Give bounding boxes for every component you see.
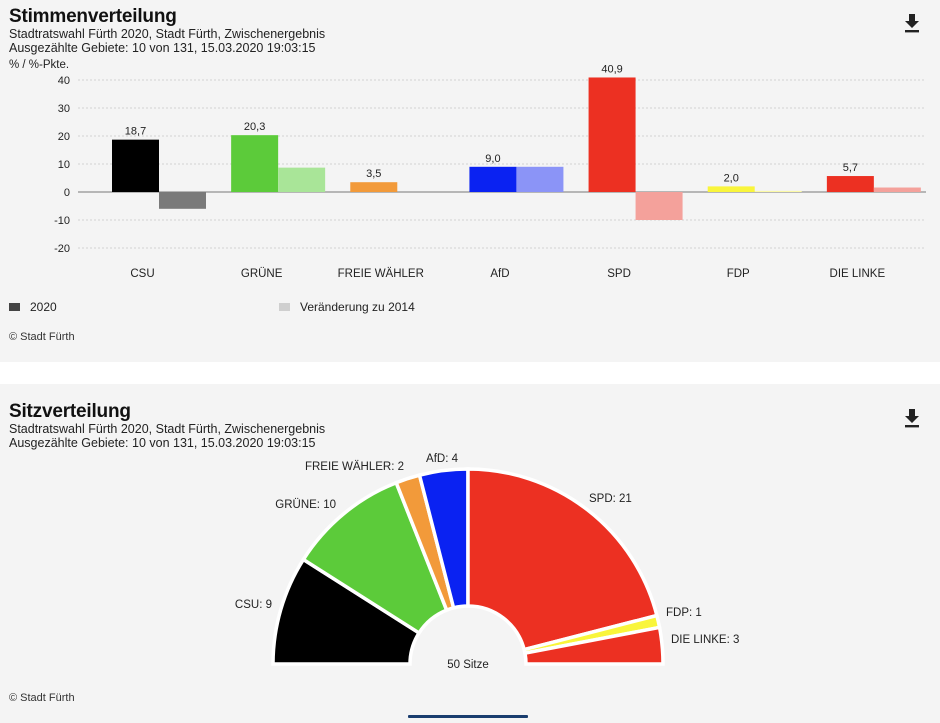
x-tick-label-afd: AfD <box>490 268 509 280</box>
x-tick-label-spd: SPD <box>607 268 631 280</box>
y-tick-label: 30 <box>58 103 70 115</box>
data-label-spd: 40,9 <box>601 63 622 75</box>
data-label-freie-wähler: 3,5 <box>366 168 381 180</box>
slice-label-csu: CSU: 9 <box>235 599 272 611</box>
votes-panel: Stimmenverteilung Stadtratswahl Fürth 20… <box>9 6 926 343</box>
x-tick-label-freie-wähler: FREIE WÄHLER <box>338 268 424 280</box>
y-tick-label: -20 <box>54 243 70 255</box>
y-tick-label: 40 <box>58 75 70 87</box>
panel-separator <box>0 362 940 384</box>
bar-2020-grüne <box>231 135 279 192</box>
download-button-seats[interactable] <box>902 407 922 429</box>
legend-swatch-change <box>279 303 290 311</box>
legend-item-change[interactable]: Veränderung zu 2014 <box>279 300 415 314</box>
votes-copyright: © Stadt Fürth <box>9 331 75 343</box>
bar-change-grüne <box>278 167 326 192</box>
download-icon <box>905 14 919 33</box>
seats-status: Ausgezählte Gebiete: 10 von 131, 15.03.2… <box>9 436 316 450</box>
scroll-indicator[interactable] <box>408 715 528 718</box>
bar-2020-die-linke <box>826 176 874 192</box>
data-label-die-linke: 5,7 <box>843 162 858 174</box>
seats-subtitle: Stadtratswahl Fürth 2020, Stadt Fürth, Z… <box>9 422 326 436</box>
total-seats-label: 50 Sitze <box>447 659 489 671</box>
y-tick-label: 20 <box>58 131 70 143</box>
data-label-grüne: 20,3 <box>244 121 265 133</box>
data-label-csu: 18,7 <box>125 126 146 138</box>
bar-2020-afd <box>469 166 517 192</box>
download-icon <box>905 409 919 428</box>
slice-label-afd: AfD: 4 <box>426 453 459 465</box>
x-tick-label-csu: CSU <box>130 268 154 280</box>
slice-label-fdp: FDP: 1 <box>666 607 702 619</box>
data-label-afd: 9,0 <box>485 153 500 165</box>
legend-label-2020: 2020 <box>30 300 57 314</box>
y-tick-label: 0 <box>64 187 70 199</box>
slice-label-freie-wähler: FREIE WÄHLER: 2 <box>305 461 404 473</box>
votes-subtitle: Stadtratswahl Fürth 2020, Stadt Fürth, Z… <box>9 27 326 41</box>
seats-panel: Sitzverteilung Stadtratswahl Fürth 2020,… <box>0 384 940 723</box>
votes-status: Ausgezählte Gebiete: 10 von 131, 15.03.2… <box>9 41 316 55</box>
legend-swatch-2020 <box>9 303 20 311</box>
slice-label-die-linke: DIE LINKE: 3 <box>671 634 739 646</box>
y-tick-label: -10 <box>54 215 70 227</box>
download-button[interactable] <box>902 12 922 34</box>
bar-2020-fdp <box>707 186 755 192</box>
data-label-fdp: 2,0 <box>724 172 739 184</box>
bar-change-afd <box>516 166 564 192</box>
seats-copyright: © Stadt Fürth <box>9 692 75 704</box>
bar-change-csu <box>159 192 206 209</box>
x-tick-label-grüne: GRÜNE <box>241 268 283 280</box>
seats-title: Sitzverteilung <box>9 401 131 422</box>
seats-semicircle-chart: CSU: 9 GRÜNE: 10 FREIE WÄHLER: 2 AfD: 4 SPD:… <box>235 453 739 671</box>
bar-2020-csu <box>112 139 159 192</box>
bar-2020-spd <box>588 77 636 192</box>
slice-label-spd: SPD: 21 <box>589 493 632 505</box>
x-tick-label-fdp: FDP <box>727 268 750 280</box>
slice-die-linke <box>522 625 665 666</box>
x-tick-label-die-linke: DIE LINKE <box>830 268 886 280</box>
slice-label-grüne: GRÜNE: 10 <box>275 499 336 511</box>
votes-title: Stimmenverteilung <box>9 6 177 27</box>
bar-2020-freie-wähler <box>350 182 398 192</box>
legend-item-2020[interactable]: 2020 <box>9 300 57 314</box>
y-tick-label: 10 <box>58 159 70 171</box>
legend-label-change: Veränderung zu 2014 <box>300 300 415 314</box>
votes-bar-chart: % / %-Pkte. 40 30 20 10 0 -10 -20 18,7 CSU 20,3 GRÜ… <box>9 59 926 280</box>
bar-change-spd <box>635 192 683 220</box>
bar-change-fdp <box>754 190 802 192</box>
bar-change-die-linke <box>873 187 921 192</box>
slice-spd <box>466 467 660 652</box>
y-axis-label: % / %-Pkte. <box>9 59 69 71</box>
